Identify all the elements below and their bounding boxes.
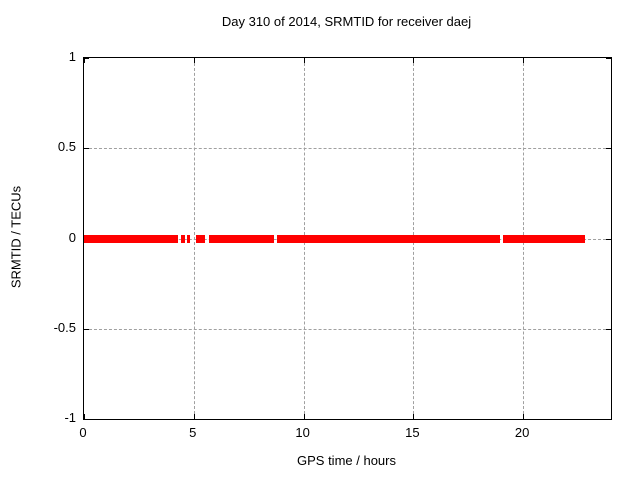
data-segment (277, 234, 501, 243)
data-segment (84, 234, 179, 243)
chart-title: Day 310 of 2014, SRMTID for receiver dae… (221, 14, 472, 29)
x-tick-mark-bottom (523, 414, 525, 419)
data-segment (502, 234, 586, 243)
y-tick-mark-right (606, 328, 611, 330)
y-tick-mark-right (606, 238, 611, 240)
grid-line-horizontal (84, 328, 611, 330)
data-segment (180, 234, 186, 243)
data-segment (187, 234, 191, 243)
y-tick-mark-right (606, 148, 611, 150)
y-tick-label: -1 (64, 410, 76, 425)
grid-line-horizontal (84, 148, 611, 150)
y-tick-label: 0.5 (57, 139, 76, 155)
y-tick-mark-left (84, 148, 89, 150)
y-tick-mark-left (84, 419, 89, 420)
x-tick-label: 0 (79, 425, 87, 440)
x-tick-mark-top (84, 58, 85, 63)
data-segment (208, 234, 275, 243)
y-tick-mark-left (84, 58, 89, 59)
y-axis-title: SRMTID / TECUs (8, 185, 24, 289)
y-tick-mark-right (606, 419, 611, 420)
x-tick-label: 15 (405, 425, 420, 440)
x-tick-mark-bottom (84, 414, 85, 419)
x-tick-mark-top (523, 58, 525, 63)
x-tick-label: 10 (295, 425, 310, 440)
x-tick-mark-top (193, 58, 195, 63)
plot-area (83, 57, 612, 420)
y-tick-mark-right (606, 58, 611, 59)
x-tick-mark-bottom (413, 414, 415, 419)
y-tick-label: 0 (68, 229, 76, 245)
x-axis-title: GPS time / hours (297, 453, 396, 468)
y-tick-label: -0.5 (53, 319, 76, 335)
x-tick-mark-top (303, 58, 305, 63)
x-tick-mark-bottom (193, 414, 195, 419)
x-tick-mark-top (413, 58, 415, 63)
y-tick-label: 1 (68, 49, 76, 64)
x-tick-label: 5 (189, 425, 197, 440)
x-tick-mark-bottom (303, 414, 305, 419)
x-tick-label: 20 (514, 425, 530, 440)
y-tick-mark-left (84, 328, 89, 330)
data-segment (195, 234, 206, 243)
